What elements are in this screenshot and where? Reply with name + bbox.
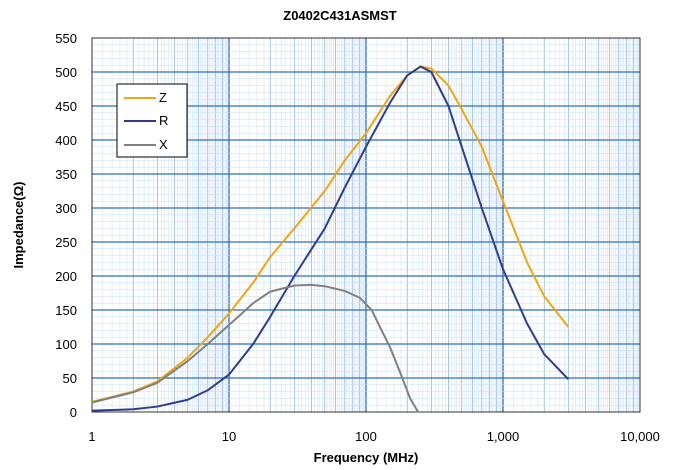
legend-label-x: X xyxy=(159,137,168,152)
x-tick-label: 10 xyxy=(222,429,236,444)
legend-label-r: R xyxy=(159,113,168,128)
y-tick-label: 550 xyxy=(55,31,77,46)
y-tick-label: 450 xyxy=(55,99,77,114)
y-tick-label: 500 xyxy=(55,65,77,80)
y-tick-label: 350 xyxy=(55,167,77,182)
series-line-x xyxy=(91,283,419,413)
x-tick-label: 1,000 xyxy=(487,429,520,444)
y-tick-label: 50 xyxy=(63,371,77,386)
y-tick-label: 250 xyxy=(55,235,77,250)
y-tick-label: 0 xyxy=(70,405,77,420)
series-group xyxy=(91,65,570,413)
x-tick-label: 1 xyxy=(88,429,95,444)
x-tick-label: 100 xyxy=(355,429,377,444)
y-tick-label: 200 xyxy=(55,269,77,284)
series-line-z xyxy=(91,65,570,403)
chart-title: Z0402C431ASMST xyxy=(283,8,396,23)
y-tick-label: 150 xyxy=(55,303,77,318)
x-tick-label: 10,000 xyxy=(620,429,660,444)
y-axis-label: Impedance(Ω) xyxy=(11,182,26,269)
tick-labels: 1 10 100 1,000 10,000 0 50 100 150 200 250 300 350 40… xyxy=(55,31,660,444)
x-axis-label: Frequency (MHz) xyxy=(314,450,419,465)
series-line-r xyxy=(91,65,570,412)
plot-area-border xyxy=(91,37,641,413)
legend: Z R X xyxy=(116,83,188,158)
legend-label-z: Z xyxy=(159,90,167,105)
y-tick-label: 100 xyxy=(55,337,77,352)
y-tick-label: 300 xyxy=(55,201,77,216)
y-tick-label: 400 xyxy=(55,133,77,148)
